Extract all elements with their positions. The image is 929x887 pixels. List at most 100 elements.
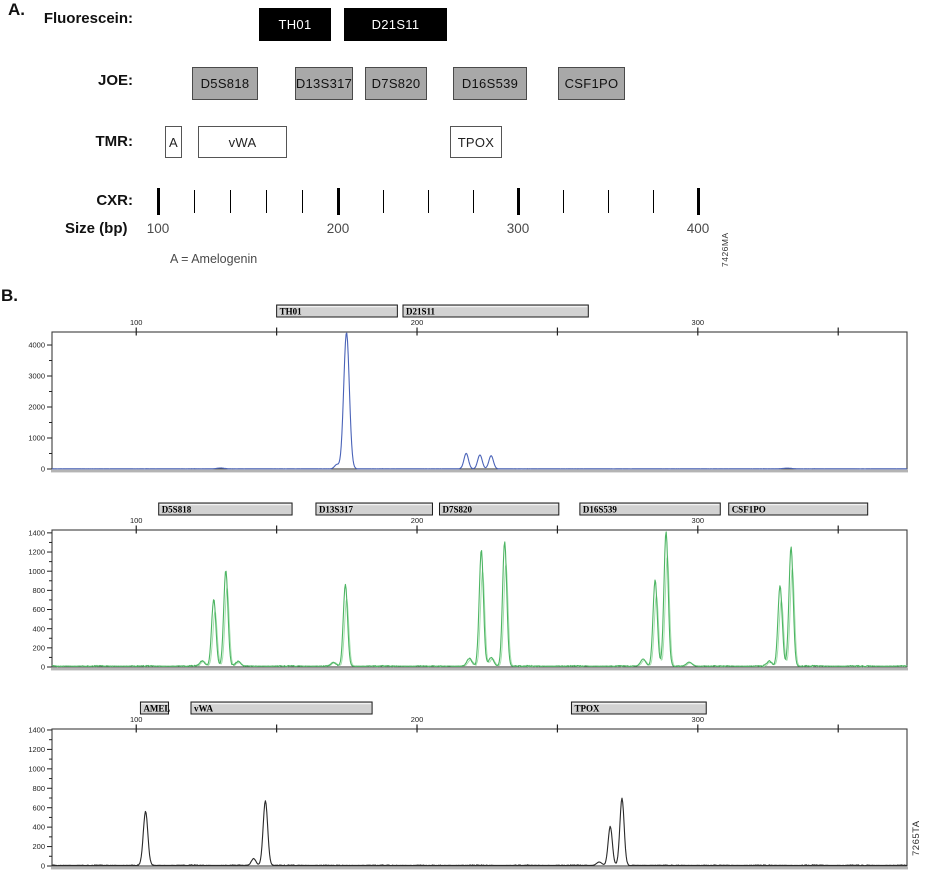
ruler-number-200: 200 [326,221,350,236]
locus-box-d21s11: D21S11 [344,8,447,41]
locus-bar-amel: AMEL [139,701,170,715]
x-tick-label-100: 100 [130,715,143,724]
locus-box-d7s820: D7S820 [365,67,427,100]
y-tick-label-0: 0 [41,465,45,474]
y-tick-label-1200: 1200 [28,745,45,754]
y-tick-label-1400: 1400 [28,528,45,537]
y-tick-label-0: 0 [41,862,45,871]
plot-frame [51,529,908,668]
locus-box-d13s317: D13S317 [295,67,353,100]
locus-bar-tpox: TPOX [570,701,707,715]
y-tick-label-2000: 2000 [28,403,45,412]
electropherogram-joe-trace: D5S818 D13S317 D7S820 D16S539 CSF1PO 100 200 30… [28,502,908,672]
ruler-tick-180 [301,190,303,213]
locus-bar-d5s818: D5S818 [158,502,293,516]
locus-box-vwa: vWA [198,126,287,158]
y-tick-label-400: 400 [32,823,45,832]
trace-joe-trace [51,531,908,668]
locus-box-d16s539: D16S539 [453,67,527,100]
y-tick-label-3000: 3000 [28,372,45,381]
ruler-tick-400 [696,188,700,215]
locus-bar-csf1po: CSF1PO [728,502,869,516]
plot-base-shadow [51,867,908,870]
ruler-tick-300 [516,188,520,215]
trace-fluorescein-trace [51,332,908,470]
x-tick-label-300: 300 [692,715,705,724]
trace-tmr-trace [51,797,908,867]
plot-frame [51,331,908,470]
locus-bar-label: AMEL [143,704,170,714]
dye-row-label: CXR: [96,192,133,209]
locus-bar-d13s317: D13S317 [315,502,433,516]
x-tick-label-100: 100 [130,516,143,525]
ruler-tick-100 [156,188,160,215]
ruler-number-300: 300 [506,221,530,236]
figure-code-a: 7426MA [720,232,730,267]
y-tick-label-1400: 1400 [28,726,45,735]
locus-bar-d21s11: D21S11 [402,304,589,318]
dye-row-label: JOE: [97,72,133,89]
ruler-tick-275 [472,190,474,213]
x-tick-label-200: 200 [411,318,424,327]
ruler-tick-250 [427,190,429,213]
locus-bar-d16s539: D16S539 [579,502,721,516]
x-tick-label-200: 200 [411,516,424,525]
y-tick-label-0: 0 [41,663,45,672]
ruler-tick-160 [265,190,267,213]
y-tick-label-600: 600 [32,803,45,812]
plot-base-shadow [51,470,908,473]
ruler-number-100: 100 [146,221,170,236]
ruler-tick-200 [336,188,340,215]
locus-bar-label: D7S820 [442,505,472,515]
y-tick-label-800: 800 [32,586,45,595]
x-tick-label-200: 200 [411,715,424,724]
size-axis-label: Size (bp) [65,220,128,237]
y-tick-label-200: 200 [32,643,45,652]
y-tick-label-1000: 1000 [28,764,45,773]
dye-row-label: Fluorescein: [43,10,133,27]
ruler-tick-350 [607,190,609,213]
panel-b-label: B. [1,286,18,305]
plot-frame [51,728,908,867]
y-tick-label-1200: 1200 [28,548,45,557]
locus-bar-label: vWA [194,704,214,714]
y-tick-label-4000: 4000 [28,341,45,350]
plot-base-shadow [51,668,908,671]
locus-bar-th01: TH01 [276,304,398,318]
ruler-tick-120 [193,190,195,213]
x-tick-label-100: 100 [130,318,143,327]
x-tick-label-300: 300 [692,318,705,327]
ruler-number-400: 400 [686,221,710,236]
locus-bar-label: D16S539 [583,505,618,515]
locus-box-tpox: TPOX [450,126,502,158]
ruler-tick-225 [382,190,384,213]
ruler-tick-140 [229,190,231,213]
y-tick-label-1000: 1000 [28,567,45,576]
locus-bar-d7s820: D7S820 [438,502,560,516]
amelogenin-footnote: A = Amelogenin [170,252,258,266]
locus-bar-label: CSF1PO [732,505,766,515]
locus-bar-vwa: vWA [190,701,373,715]
locus-box-d5s818: D5S818 [192,67,258,100]
panel-a-label: A. [8,0,25,19]
y-tick-label-800: 800 [32,784,45,793]
x-tick-label-300: 300 [692,516,705,525]
y-tick-label-200: 200 [32,842,45,851]
figure-code-b: 7265TA [911,820,922,856]
electropherogram-tmr-trace: AMEL vWA TPOX 100 200 300 0 200 400 600 800 1000 120… [28,701,908,871]
locus-bar-label: TPOX [574,704,600,714]
ruler-tick-325 [562,190,564,213]
locus-bar-label: TH01 [280,307,303,317]
locus-bar-label: D13S317 [319,505,354,515]
dye-row-label: TMR: [95,133,134,150]
y-tick-label-1000: 1000 [28,434,45,443]
locus-box-csf1po: CSF1PO [558,67,625,100]
locus-box-a: A [165,126,182,158]
locus-bar-label: D21S11 [406,307,436,317]
locus-box-th01: TH01 [259,8,331,41]
ruler-tick-375 [652,190,654,213]
y-tick-label-400: 400 [32,624,45,633]
locus-bar-label: D5S818 [162,505,192,515]
